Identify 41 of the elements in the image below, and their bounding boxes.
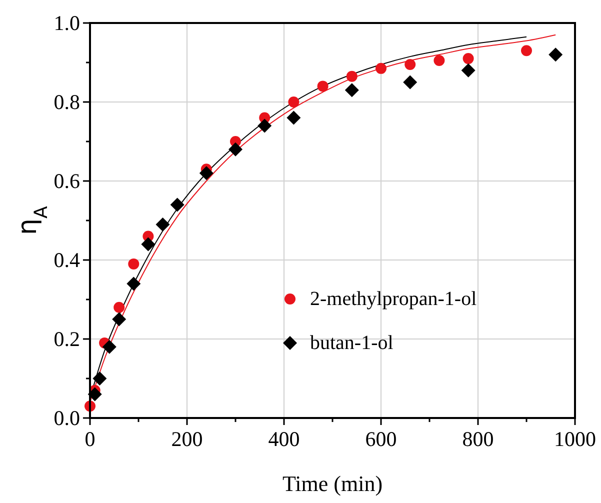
y-tick-label: 0.8 — [54, 90, 80, 114]
point — [128, 258, 140, 270]
x-tick-label: 1000 — [554, 427, 596, 451]
point — [403, 75, 418, 90]
point — [548, 48, 563, 62]
point — [376, 62, 386, 74]
legend-label: 2-methylpropan-1-ol — [310, 288, 478, 310]
point — [112, 312, 126, 326]
point — [114, 302, 125, 313]
y-tick-label: 0.4 — [54, 248, 80, 272]
point — [521, 45, 532, 56]
point — [258, 118, 272, 133]
point — [156, 217, 170, 232]
x-tick-label: 800 — [462, 427, 494, 451]
point — [404, 58, 416, 70]
x-axis-title: Time (min) — [282, 471, 383, 496]
point — [288, 96, 300, 108]
point — [126, 276, 141, 291]
y-tick-label: 0.2 — [54, 327, 80, 351]
x-tick-label: 400 — [268, 427, 300, 451]
x-tick-label: 200 — [171, 427, 203, 451]
point — [199, 166, 214, 180]
point — [461, 63, 476, 78]
x-tick-label: 600 — [365, 427, 397, 451]
y-tick-label: 1.0 — [54, 11, 80, 35]
y-tick-label: 0.0 — [54, 406, 80, 430]
point — [462, 53, 474, 64]
y-tick-label: 0.6 — [54, 169, 80, 193]
point — [286, 110, 301, 125]
point — [228, 142, 242, 156]
point — [92, 372, 107, 386]
x-tick-label: 0 — [84, 427, 96, 451]
point — [102, 340, 116, 354]
point — [317, 80, 328, 92]
point — [434, 55, 445, 66]
legend-label: butan-1-ol — [310, 332, 394, 354]
point — [170, 198, 184, 212]
point — [346, 70, 358, 82]
point — [344, 83, 359, 98]
point — [141, 237, 156, 252]
point — [88, 387, 102, 402]
